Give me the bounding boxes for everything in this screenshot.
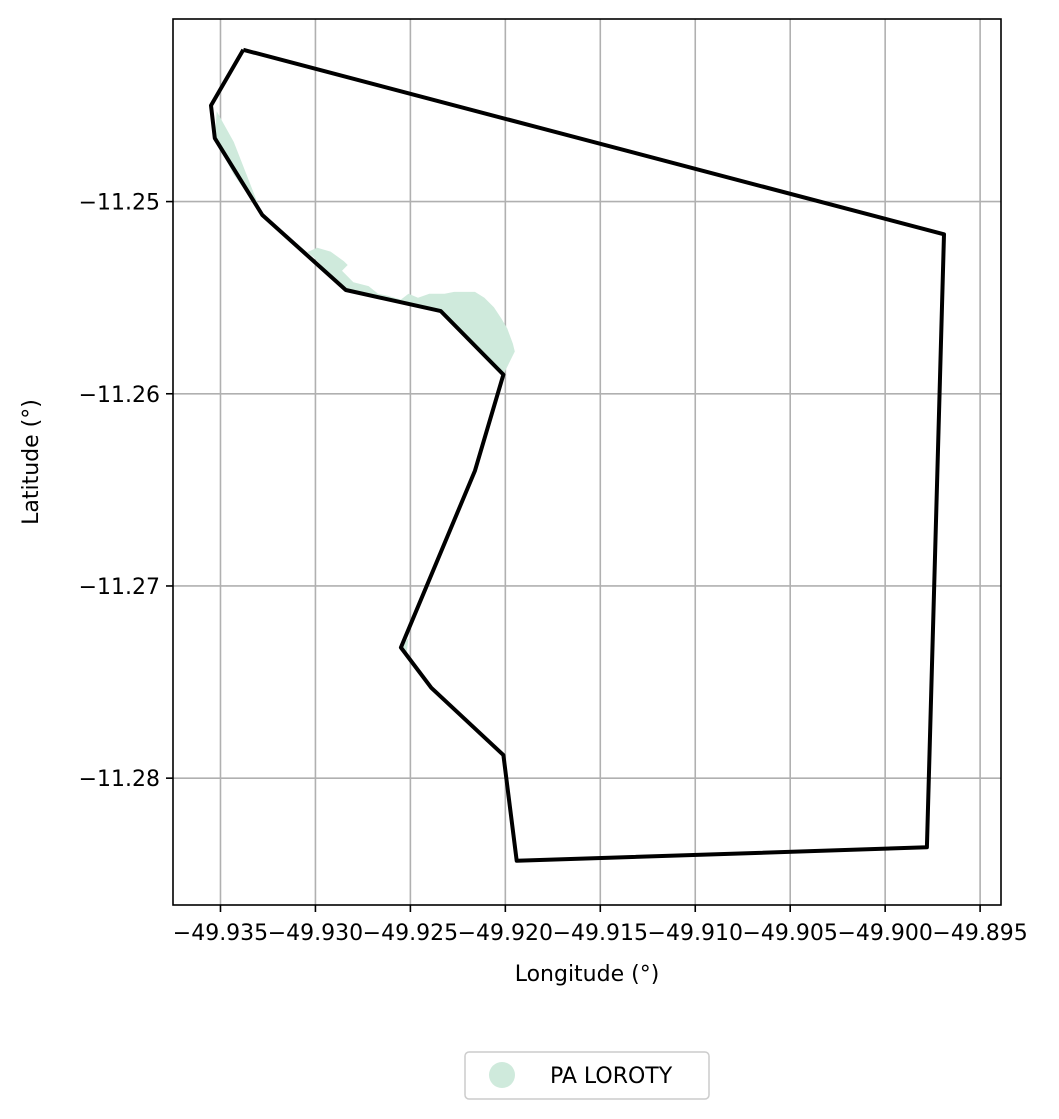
plot-frame bbox=[172, 18, 1002, 906]
x-tick-label-49-905: −49.905 bbox=[742, 921, 837, 946]
y-tick-label-11-25: −11.25 bbox=[79, 191, 160, 216]
y-tick-label-11-26: −11.26 bbox=[79, 383, 160, 408]
x-axis-label: Longitude (°) bbox=[515, 962, 660, 987]
x-tick-label-49-915: −49.915 bbox=[553, 921, 648, 946]
y-axis-label: Latitude (°) bbox=[19, 399, 44, 525]
x-tick-label-49-920: −49.920 bbox=[458, 921, 553, 946]
legend: PA LOROTY bbox=[464, 1051, 710, 1100]
x-tick-label-49-935: −49.935 bbox=[173, 921, 268, 946]
legend-marker-pa-loroty bbox=[489, 1062, 515, 1088]
y-tick-label-11-27: −11.27 bbox=[79, 575, 160, 600]
x-tick-label-49-930: −49.930 bbox=[268, 921, 363, 946]
x-tick-label-49-925: −49.925 bbox=[363, 921, 458, 946]
boundary-layer bbox=[209, 47, 946, 863]
x-axis-ticks: −49.935 −49.930 −49.925 −49.920 −49.915 −49.9… bbox=[173, 905, 1028, 946]
x-tick-label-49-910: −49.910 bbox=[648, 921, 743, 946]
legend-label-pa-loroty: PA LOROTY bbox=[550, 1064, 673, 1089]
x-tick-label-49-900: −49.900 bbox=[837, 921, 932, 946]
area-layer bbox=[214, 111, 515, 654]
legend-frame bbox=[464, 1051, 710, 1100]
x-tick-label-49-895: −49.895 bbox=[932, 921, 1027, 946]
boundary-outline bbox=[209, 47, 946, 863]
y-axis-ticks: −11.25 −11.26 −11.27 −11.28 bbox=[79, 191, 173, 792]
y-tick-label-11-28: −11.28 bbox=[79, 767, 160, 792]
grid-lines bbox=[173, 19, 1001, 905]
area-pa-loroty bbox=[214, 111, 515, 375]
